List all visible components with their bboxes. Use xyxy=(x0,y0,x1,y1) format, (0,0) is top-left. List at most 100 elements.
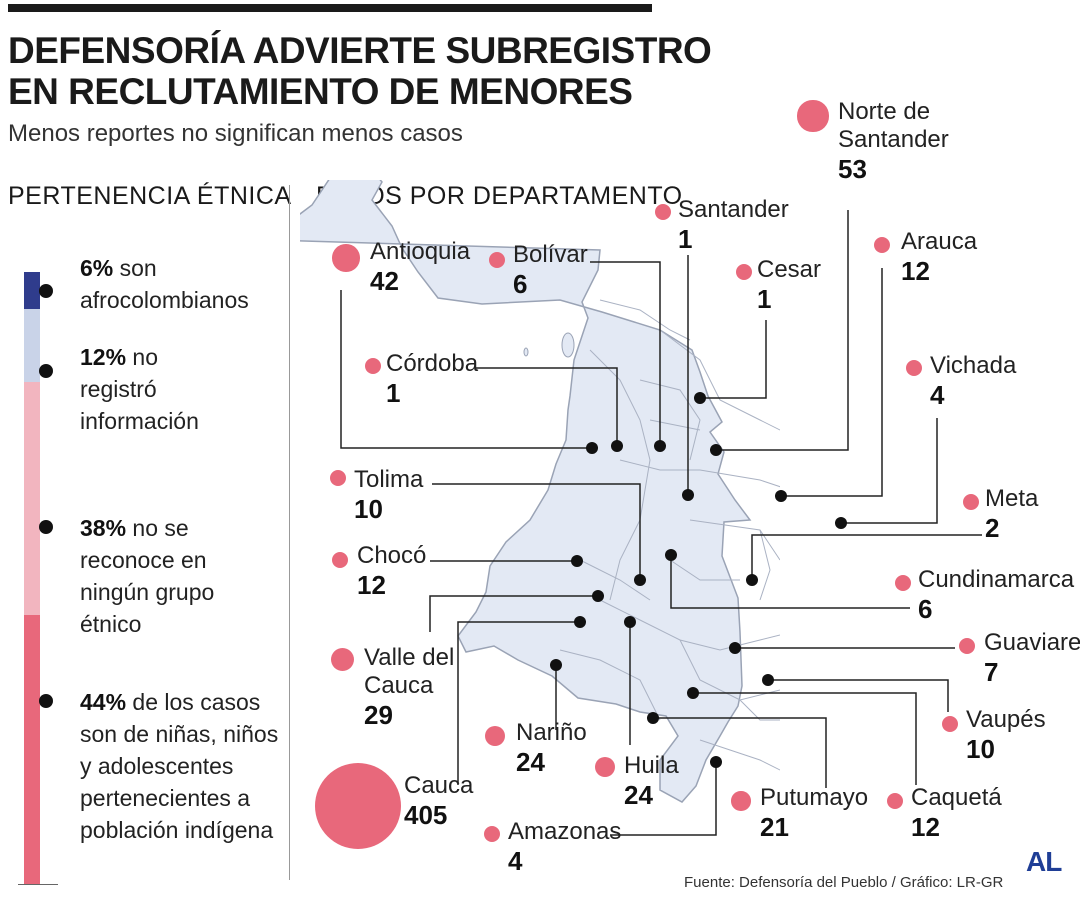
bubble-marker xyxy=(736,264,752,280)
leader-caqueta xyxy=(693,692,917,785)
subtitle: Menos reportes no significan menos casos xyxy=(8,120,463,147)
ethnic-text: étnico xyxy=(80,611,142,637)
department-name: Santander xyxy=(838,126,949,153)
anchor-dot xyxy=(775,490,787,502)
anchor-dot xyxy=(624,616,636,628)
department-label: Vaupés 10 xyxy=(966,706,1046,764)
anchor-dot xyxy=(654,440,666,452)
department-name: Meta xyxy=(985,485,1039,512)
department-value: 1 xyxy=(386,378,401,408)
leader-norte-santander xyxy=(716,210,849,451)
title-line-1: DEFENSORÍA ADVIERTE SUBREGISTRO xyxy=(8,30,712,71)
ethnic-text: ningún grupo xyxy=(80,579,215,605)
leader-cauca xyxy=(457,621,580,785)
department-label: Bolívar 6 xyxy=(513,241,588,299)
ethnic-text: registró xyxy=(80,376,157,402)
bubble-marker xyxy=(895,575,911,591)
anchor-dot xyxy=(586,442,598,454)
ethnic-text: y adolescentes xyxy=(80,753,234,779)
department-value: 6 xyxy=(513,269,528,299)
department-label: Guaviare 7 xyxy=(984,629,1080,687)
bubble-marker xyxy=(331,648,355,672)
bubble-marker xyxy=(332,244,360,272)
department-label: Meta 2 xyxy=(985,485,1038,543)
department-name: Caquetá xyxy=(911,784,1002,811)
bubble-marker xyxy=(963,494,979,510)
page-title: DEFENSORÍA ADVIERTE SUBREGISTRO EN RECLU… xyxy=(8,30,712,112)
bubble-marker xyxy=(365,358,381,374)
anchor-dot xyxy=(574,616,586,628)
department-name: Cesar xyxy=(757,256,822,283)
leader-meta xyxy=(751,534,982,580)
leader-valle xyxy=(429,595,598,632)
department-value: 1 xyxy=(678,224,693,254)
department-value: 12 xyxy=(911,812,940,842)
department-name: Tolima xyxy=(354,466,424,493)
source-credit: Fuente: Defensoría del Pueblo / Gráfico:… xyxy=(684,874,1004,891)
bubble-marker xyxy=(332,552,348,568)
department-value: 21 xyxy=(760,812,789,842)
department-name: Arauca xyxy=(901,228,978,255)
department-value: 53 xyxy=(838,154,867,184)
bubble-marker xyxy=(484,826,500,842)
department-name: Guaviare xyxy=(984,629,1080,656)
bubble-marker xyxy=(315,763,401,849)
department-name: Amazonas xyxy=(508,818,622,845)
department-value: 7 xyxy=(984,657,999,687)
department-label: Cesar 1 xyxy=(757,256,821,314)
department-value: 42 xyxy=(370,266,399,296)
anchor-dot xyxy=(729,642,741,654)
bubble-marker xyxy=(330,470,346,486)
ethnic-text: afrocolombianos xyxy=(80,287,249,313)
department-name: Cauca xyxy=(364,672,434,699)
department-name: Huila xyxy=(624,752,679,779)
ethnic-item-no-info: 12% no registró información xyxy=(80,341,199,437)
ethnic-marker-afro xyxy=(39,284,53,298)
leader-antioquia xyxy=(340,290,592,449)
anchor-dot xyxy=(634,574,646,586)
department-label: Cauca 405 xyxy=(404,772,473,830)
department-label: Vichada 4 xyxy=(930,352,1016,410)
bubble-marker xyxy=(484,725,506,747)
anchor-dot xyxy=(687,687,699,699)
ethnic-bar-segment xyxy=(24,308,40,383)
department-label: Valle del Cauca 29 xyxy=(364,644,454,730)
anchor-dot xyxy=(835,517,847,529)
department-value: 4 xyxy=(930,380,945,410)
leader-cordoba xyxy=(475,367,618,446)
ethnic-text: reconoce en xyxy=(80,547,207,573)
department-value: 29 xyxy=(364,700,393,730)
anchor-dots xyxy=(550,392,847,768)
ethnic-text: no se xyxy=(126,515,189,541)
department-label: Santander 1 xyxy=(678,196,789,254)
department-name: Norte de xyxy=(838,98,931,125)
title-line-2: EN RECLUTAMIENTO DE MENORES xyxy=(8,71,633,112)
anchor-dot xyxy=(682,489,694,501)
ethnic-text: información xyxy=(80,408,199,434)
colombia-map xyxy=(300,180,780,803)
department-label: Amazonas 4 xyxy=(508,818,621,876)
department-label: Córdoba 1 xyxy=(386,350,478,408)
anchor-dot xyxy=(571,555,583,567)
leader-vichada xyxy=(841,418,938,524)
ethnic-pct: 12% xyxy=(80,344,127,370)
top-rule xyxy=(8,4,652,12)
bubble-marker xyxy=(874,237,890,253)
leader-lines xyxy=(340,210,982,836)
ethnic-bar-segment xyxy=(24,272,40,309)
department-name: Cundinamarca xyxy=(918,566,1075,593)
anchor-dot xyxy=(647,712,659,724)
department-name: Cauca xyxy=(404,772,474,799)
leader-cundinamarca xyxy=(670,555,910,609)
anchor-dot xyxy=(710,756,722,768)
leader-arauca xyxy=(781,268,883,497)
ethnic-text: de los casos xyxy=(126,689,261,715)
department-label: Norte de Santander 53 xyxy=(838,98,949,184)
department-value: 10 xyxy=(354,494,383,524)
department-value: 24 xyxy=(516,747,545,777)
department-value: 12 xyxy=(901,256,930,286)
anchor-dot xyxy=(550,659,562,671)
department-value: 24 xyxy=(624,780,653,810)
ethnic-text: población indígena xyxy=(80,817,274,843)
bubble-marker xyxy=(887,793,903,809)
